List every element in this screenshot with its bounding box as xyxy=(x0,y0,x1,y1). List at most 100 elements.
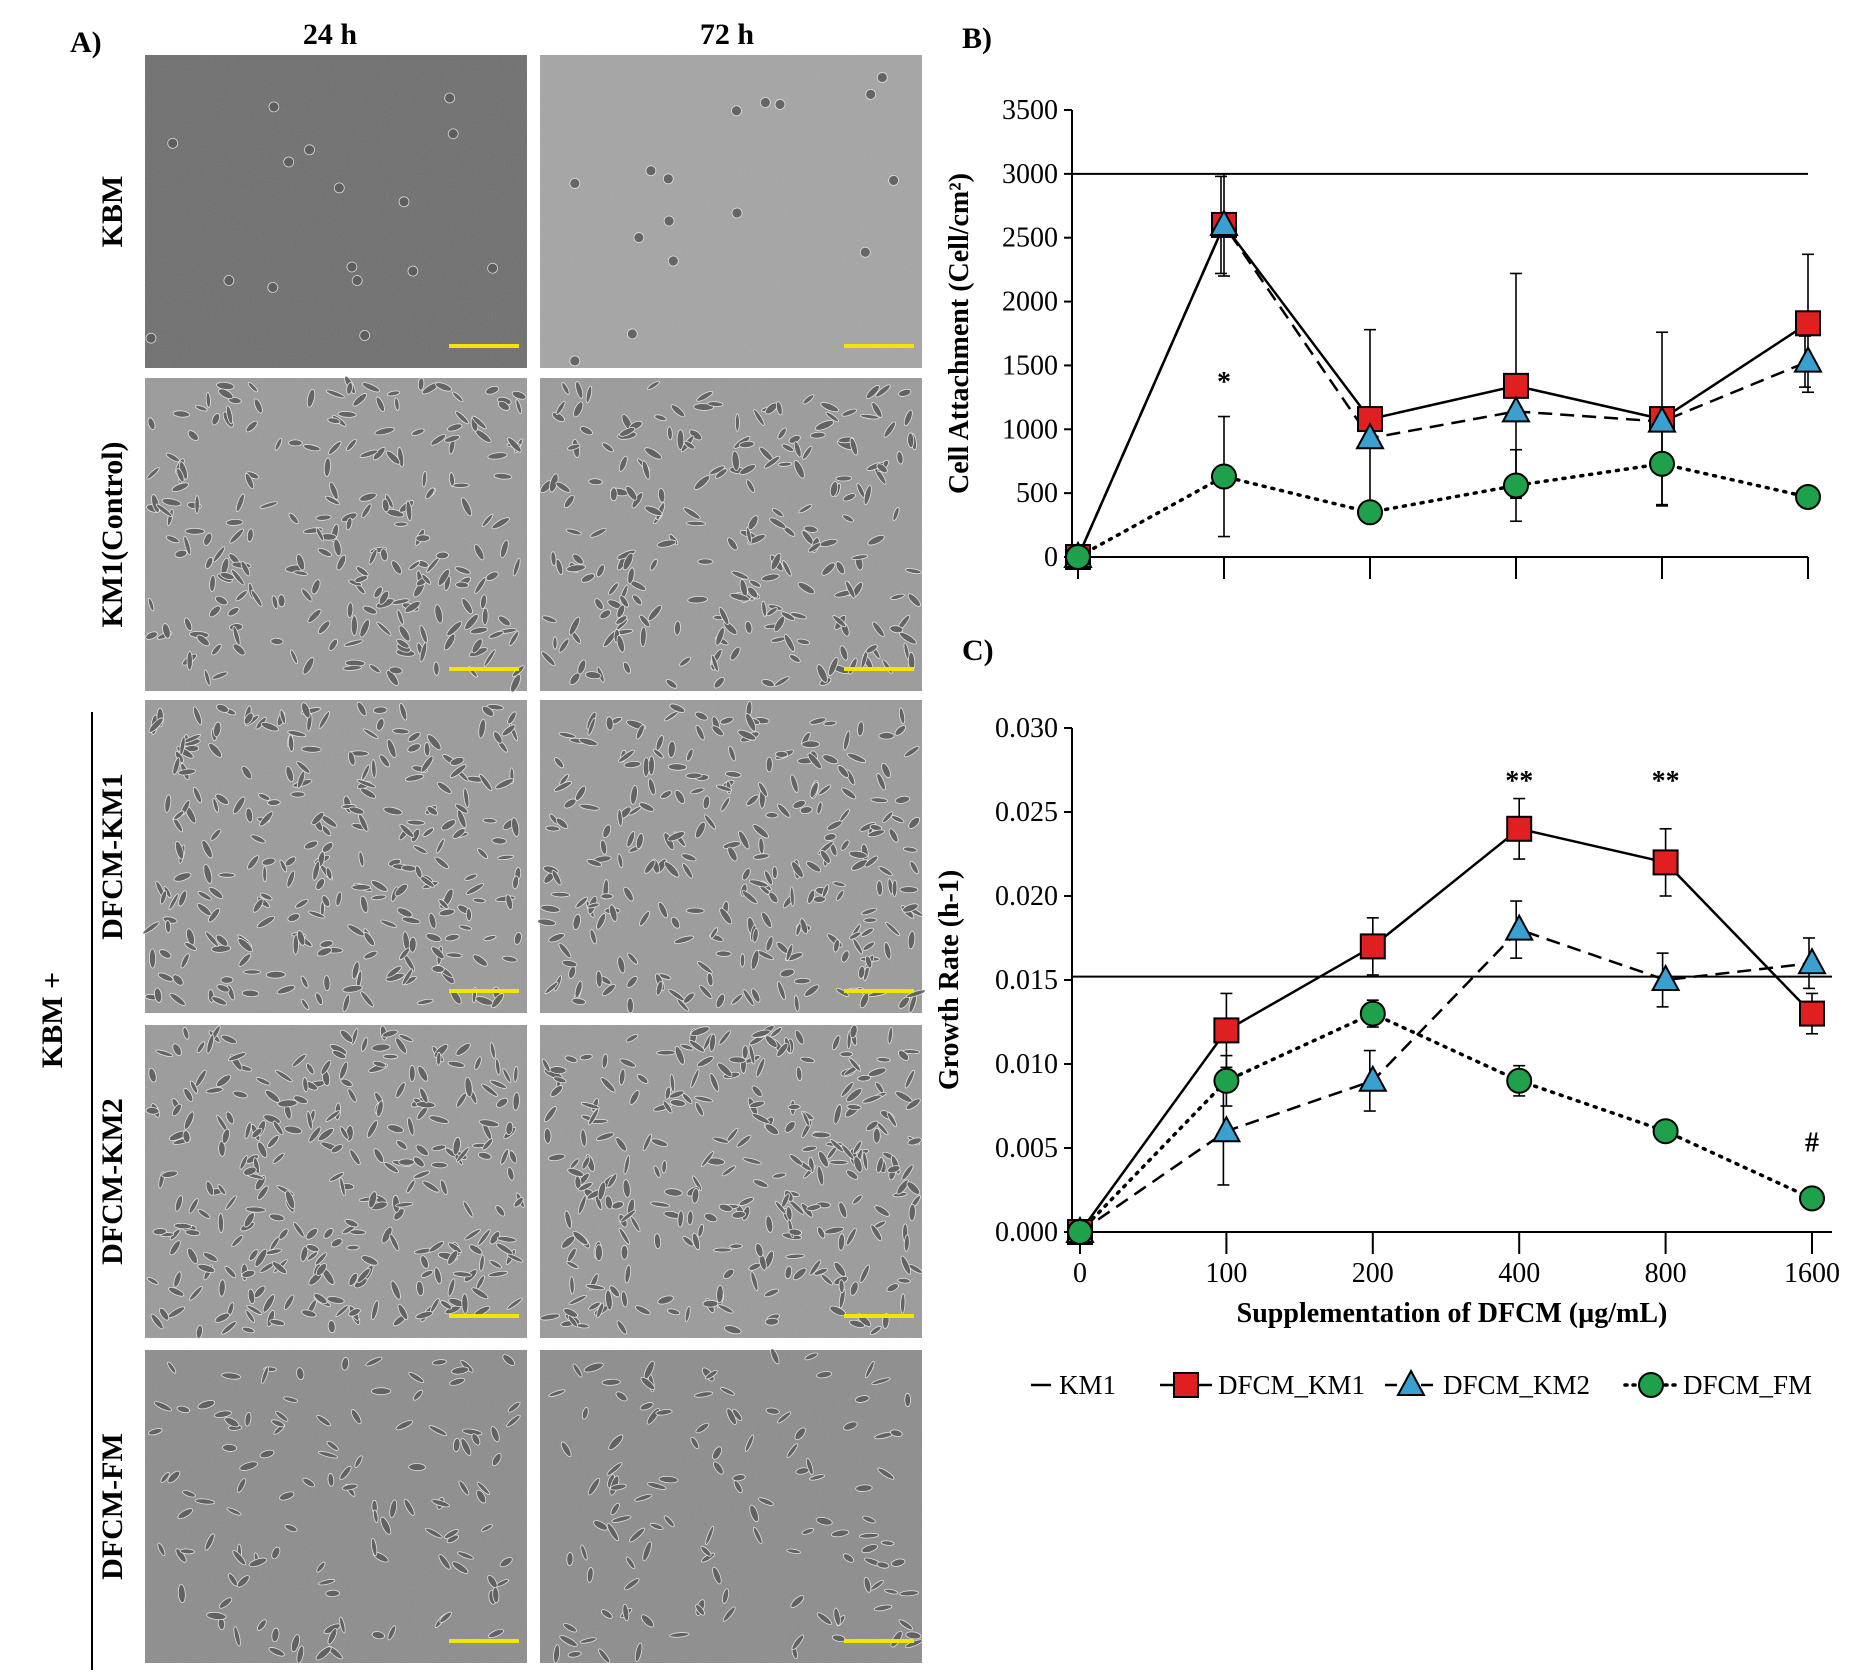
triangle-marker xyxy=(1355,422,1385,450)
x-tick-label: 0 xyxy=(1073,1258,1087,1289)
legend-item: DFCM_FM xyxy=(1623,1370,1812,1400)
panel-letter: B) xyxy=(962,22,992,55)
cell-layer xyxy=(145,1025,525,1339)
y-tick-label: 0.020 xyxy=(995,881,1058,912)
micrograph-4-1 xyxy=(540,1348,923,1664)
micrograph-grain xyxy=(540,55,922,368)
legend-label: DFCM_KM1 xyxy=(1218,1370,1365,1400)
legend-item: KM1 xyxy=(1031,1370,1116,1400)
group-label: KBM + xyxy=(36,972,69,1068)
cell-layer xyxy=(145,375,527,693)
micrograph-grid xyxy=(142,55,926,1664)
triangle-marker xyxy=(1358,1064,1388,1092)
square-marker xyxy=(1506,815,1533,842)
legend-label: KM1 xyxy=(1059,1370,1116,1400)
significance-mark: # xyxy=(1805,1127,1819,1158)
x-tick-label: 400 xyxy=(1498,1258,1540,1289)
triangle-marker xyxy=(1209,208,1239,236)
y-axis-title: Growth Rate (h-1) xyxy=(934,870,965,1090)
square-marker xyxy=(1359,933,1386,960)
x-tick-label: 200 xyxy=(1352,1258,1394,1289)
micrograph-panel: A) 24 h 72 h KBM KM1(Control) DFCM-KM1 DFCM… xyxy=(36,18,926,1670)
micrograph-0-0 xyxy=(145,55,527,368)
chart-growth-rate: C) 0.000 0.005 0.010 0.015 0.020 0.025 0.030 0 10… xyxy=(934,634,1840,1329)
micrograph-3-0 xyxy=(145,1025,527,1339)
legend: KM1 DFCM_KM1 DFCM_KM2 DFCM_FM xyxy=(1031,1368,1812,1400)
cell-layer xyxy=(142,701,522,1013)
y-tick-label: 2000 xyxy=(1002,287,1058,318)
row-label: DFCM-KM1 xyxy=(96,773,129,940)
square-marker xyxy=(1503,372,1529,399)
square-marker xyxy=(1799,1000,1825,1027)
circle-marker xyxy=(1795,483,1821,510)
cell-layer xyxy=(148,1354,521,1664)
cell-layer xyxy=(548,1348,923,1664)
series-line-DFCM_FM xyxy=(1078,1011,1814,1234)
micrograph-2-1 xyxy=(537,700,926,1014)
row-labels: KBM KM1(Control) DFCM-KM1 DFCM-KM2 DFCM-FM xyxy=(96,176,129,1580)
circle-marker xyxy=(1638,1372,1664,1398)
triangle-marker xyxy=(1396,1368,1426,1396)
legend-label: DFCM_FM xyxy=(1683,1370,1812,1400)
circle-marker xyxy=(1799,1185,1825,1212)
micrograph-4-0 xyxy=(145,1350,527,1664)
panel-letter: C) xyxy=(962,634,994,667)
chart-cell-attachment: B) 0 500 1000 1500 2000 2500 3000 3500 Cell Attac… xyxy=(944,22,1823,579)
square-marker xyxy=(1652,849,1679,876)
triangle-marker xyxy=(1793,345,1823,373)
row-label: DFCM-KM2 xyxy=(96,1098,129,1265)
y-tick-label: 0.005 xyxy=(995,1133,1058,1164)
y-tick-label: 0.015 xyxy=(995,965,1058,996)
cell-layer xyxy=(539,380,922,689)
x-tick-label: 100 xyxy=(1205,1258,1247,1289)
cell-layer xyxy=(537,700,926,1014)
circle-marker xyxy=(1503,472,1529,499)
y-axis-title: Cell Attachment (Cell/cm²) xyxy=(944,173,975,494)
micrograph-1-0 xyxy=(145,375,527,693)
circle-marker xyxy=(1357,499,1383,526)
circle-marker xyxy=(1506,1067,1533,1094)
triangle-marker xyxy=(1647,405,1677,433)
x-tick-label: 800 xyxy=(1645,1258,1687,1289)
cell-layer xyxy=(145,92,499,344)
column-title-72h: 72 h xyxy=(700,18,755,51)
panel-a-letter: A) xyxy=(70,26,102,59)
micrograph-0-1 xyxy=(540,55,922,368)
series-line-DFCM_FM xyxy=(1076,462,1810,559)
cell-layer xyxy=(569,72,899,367)
column-title-24h: 24 h xyxy=(303,18,358,51)
triangle-marker xyxy=(1650,963,1681,991)
y-tick-label: 1500 xyxy=(1002,350,1058,381)
y-tick-label: 0.030 xyxy=(995,713,1058,744)
triangle-marker xyxy=(1504,913,1534,941)
cell-layer xyxy=(539,1024,923,1335)
y-tick-label: 3000 xyxy=(1002,159,1058,190)
circle-marker xyxy=(1065,544,1091,570)
y-tick-label: 0.000 xyxy=(995,1217,1058,1248)
circle-marker xyxy=(1067,1219,1093,1245)
micrograph-grain xyxy=(540,378,922,691)
y-tick-label: 3500 xyxy=(1002,95,1058,126)
triangle-marker xyxy=(1211,1115,1242,1143)
triangle-marker xyxy=(1501,395,1531,423)
y-tick-label: 0 xyxy=(1044,542,1058,573)
circle-marker xyxy=(1649,450,1675,477)
micrograph-grain xyxy=(145,1350,527,1663)
y-tick-label: 0.025 xyxy=(995,797,1058,828)
square-marker xyxy=(1173,1372,1199,1398)
micrograph-grain xyxy=(145,55,527,368)
y-tick-label: 2500 xyxy=(1002,223,1058,254)
x-tick-label: 1600 xyxy=(1784,1258,1840,1289)
significance-mark: ** xyxy=(1505,766,1533,797)
legend-item: DFCM_KM2 xyxy=(1385,1368,1590,1400)
micrograph-1-1 xyxy=(539,378,922,691)
y-tick-label: 500 xyxy=(1016,478,1058,509)
micrograph-3-1 xyxy=(539,1024,923,1338)
series-line-DFCM_KM2 xyxy=(1076,222,1809,558)
row-label: KBM xyxy=(96,176,129,248)
x-axis-title: Supplementation of DFCM (µg/mL) xyxy=(1237,1298,1668,1329)
significance-mark: ** xyxy=(1652,766,1680,797)
circle-marker xyxy=(1359,1000,1386,1027)
series-line-DFCM_KM1 xyxy=(1076,222,1809,558)
